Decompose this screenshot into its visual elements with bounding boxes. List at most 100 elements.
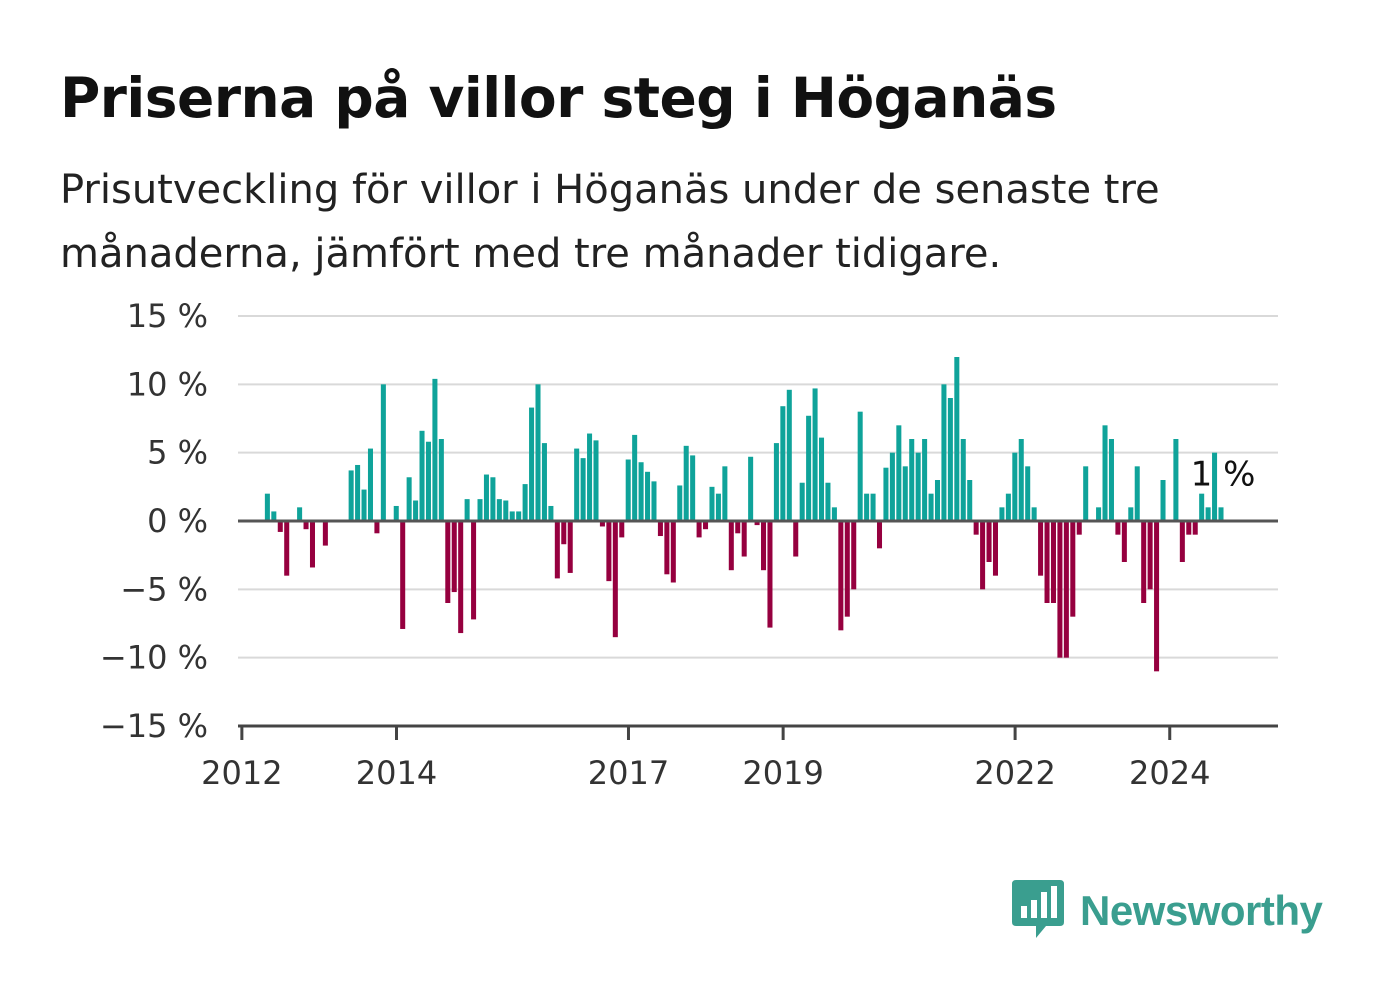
bar — [703, 521, 709, 530]
bar — [1096, 507, 1102, 521]
bar — [761, 521, 767, 571]
bar — [1031, 507, 1037, 521]
bar — [670, 521, 676, 583]
bar — [986, 521, 992, 562]
bar — [1012, 452, 1018, 521]
bar — [677, 485, 683, 521]
bar — [806, 415, 812, 521]
bar — [606, 521, 612, 582]
bar — [715, 493, 721, 521]
bar — [1050, 521, 1056, 603]
bar — [896, 425, 902, 521]
bar — [419, 430, 425, 521]
bar — [277, 521, 283, 532]
bar — [645, 471, 651, 521]
x-tick-label: 2024 — [1129, 754, 1210, 792]
bar — [915, 452, 921, 521]
bar — [471, 521, 477, 620]
bar — [960, 439, 966, 521]
bar — [554, 521, 560, 579]
bar — [380, 384, 386, 521]
bar — [355, 464, 361, 521]
bar — [980, 521, 986, 590]
bar — [1121, 521, 1127, 562]
bar — [812, 388, 818, 521]
bar — [922, 439, 928, 521]
bar — [580, 458, 586, 521]
x-tick-label: 2019 — [742, 754, 823, 792]
bar — [1038, 521, 1044, 576]
bar — [844, 521, 850, 617]
bar — [264, 493, 270, 521]
bars — [264, 357, 1224, 672]
bar — [522, 484, 528, 521]
bar — [574, 448, 580, 521]
bar — [683, 445, 689, 521]
bar — [1005, 493, 1011, 521]
bar — [793, 521, 799, 557]
bar — [690, 455, 696, 521]
bar — [1025, 466, 1031, 521]
bar — [593, 440, 599, 521]
bar — [728, 521, 734, 571]
bar — [535, 384, 541, 521]
bar — [1186, 521, 1192, 535]
bar — [851, 521, 857, 590]
bar — [322, 521, 328, 546]
bar — [490, 477, 496, 521]
bar — [477, 499, 483, 521]
bar — [271, 511, 277, 521]
bar — [374, 521, 380, 534]
bar — [973, 521, 979, 535]
bar — [1160, 480, 1166, 521]
bar — [309, 521, 315, 568]
bar — [709, 486, 715, 521]
bar — [1102, 425, 1108, 521]
y-tick-label: 10 % — [127, 365, 208, 403]
bar — [799, 482, 805, 521]
bar — [413, 500, 419, 521]
bar — [1063, 521, 1069, 658]
bar — [838, 521, 844, 631]
bar — [625, 459, 631, 521]
y-tick-label: −15 % — [100, 707, 208, 745]
bar — [928, 493, 934, 521]
bar — [754, 521, 760, 526]
axes — [238, 519, 1278, 740]
bar — [303, 521, 309, 530]
bar — [941, 384, 947, 521]
bar — [1179, 521, 1185, 562]
bar — [967, 480, 973, 521]
bar — [999, 507, 1005, 521]
bar — [1141, 521, 1147, 603]
bar — [1076, 521, 1082, 535]
bar — [400, 521, 406, 629]
bar — [361, 489, 367, 521]
bar — [425, 441, 431, 521]
bar — [516, 511, 522, 521]
bar — [612, 521, 618, 638]
bar — [503, 500, 509, 521]
bar — [992, 521, 998, 576]
bar — [432, 378, 438, 521]
bar — [735, 521, 741, 534]
bar — [831, 507, 837, 521]
bar-chart-speech-bubble-icon — [1010, 878, 1066, 944]
bar — [902, 466, 908, 521]
bar — [722, 466, 728, 521]
brand-logo: Newsworthy — [1010, 878, 1323, 944]
y-tick-label: 0 % — [147, 502, 208, 540]
x-tick-label: 2014 — [356, 754, 437, 792]
bar — [934, 480, 941, 521]
bar — [741, 521, 747, 557]
bar — [1205, 507, 1211, 521]
x-tick-label: 2012 — [201, 754, 282, 792]
bar — [909, 439, 915, 521]
brand-name: Newsworthy — [1080, 887, 1323, 934]
bar — [870, 493, 876, 521]
bar — [561, 521, 567, 545]
bar — [529, 407, 535, 521]
bar — [1128, 507, 1134, 521]
bar — [297, 507, 303, 521]
bar — [1173, 439, 1179, 521]
